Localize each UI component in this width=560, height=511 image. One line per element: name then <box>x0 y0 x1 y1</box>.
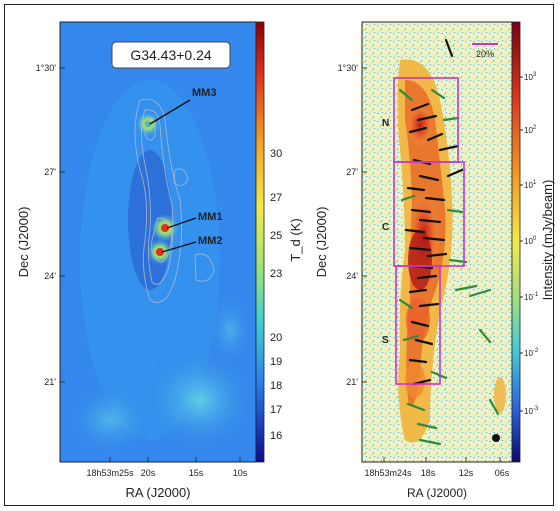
left-xtick-1: 20s <box>141 468 156 478</box>
intensity-colorbar-tick-3: 100 <box>524 236 537 246</box>
svg-text:27: 27 <box>270 192 282 204</box>
right-ytick-2: 24' <box>346 271 358 281</box>
intensity-colorbar-tick-6: 10-3 <box>524 406 539 416</box>
right-xtick-2: 12s <box>459 468 474 478</box>
left-ytick-2: 24' <box>44 271 56 281</box>
region-box-s <box>395 265 441 385</box>
region-label-c: C <box>382 222 389 233</box>
svg-text:20: 20 <box>270 332 282 344</box>
svg-text:25: 25 <box>270 230 282 242</box>
intensity-colorbar-tick-5: 10-2 <box>524 348 539 358</box>
left-contours <box>134 98 215 303</box>
left-ytick-0: 1°30' <box>36 63 57 73</box>
source-label-mm3: MM3 <box>192 87 216 99</box>
right-ytick-3: 21' <box>346 377 358 387</box>
svg-text:30: 30 <box>270 148 282 160</box>
panel-title: G34.43+0.24 <box>130 47 212 63</box>
left-temperature-map <box>60 22 260 462</box>
region-label-s: S <box>382 335 389 346</box>
left-x-axis-title: RA (J2000) <box>125 485 190 500</box>
left-x-ticks-marks <box>60 67 241 462</box>
intensity-colorbar-label: Intensity (mJy/beam) <box>540 180 555 301</box>
source-label-mm2: MM2 <box>198 235 222 247</box>
svg-text:18: 18 <box>270 380 282 392</box>
left-xtick-0: 18h53m25s <box>86 468 134 478</box>
region-boxes <box>393 77 465 385</box>
intensity-colorbar <box>511 21 521 463</box>
figure-frame <box>4 4 554 506</box>
left-ytick-1: 27' <box>44 167 56 177</box>
left-ytick-3: 21' <box>44 377 56 387</box>
intensity-colorbar-tick-1: 102 <box>524 125 537 135</box>
intensity-colorbar-tick-0: 103 <box>524 72 537 82</box>
left-xtick-3: 10s <box>233 468 248 478</box>
svg-text:17: 17 <box>270 404 282 416</box>
right-y-axis-title: Dec (J2000) <box>314 207 329 278</box>
right-xtick-3: 06s <box>495 468 510 478</box>
right-ytick-1: 27' <box>346 167 358 177</box>
source-annotations <box>149 99 197 253</box>
left-y-axis-title: Dec (J2000) <box>16 207 31 278</box>
right-x-axis-title: RA (J2000) <box>407 486 467 500</box>
right-intensity-map <box>362 22 512 462</box>
svg-text:16: 16 <box>270 430 282 442</box>
right-tick-marks <box>362 67 501 462</box>
svg-text:23: 23 <box>270 268 282 280</box>
temperature-colorbar-label: T_d (K) <box>288 218 303 261</box>
right-ytick-0: 1°30' <box>338 63 359 73</box>
region-label-n: N <box>382 118 389 129</box>
left-xtick-2: 15s <box>189 468 204 478</box>
temperature-colorbar <box>255 21 265 463</box>
intensity-colorbar-tick-2: 101 <box>524 180 537 190</box>
intensity-colorbar-tick-4: 10-1 <box>524 292 539 302</box>
right-xtick-1: 18s <box>421 468 436 478</box>
intensity-colorbar-ticks: 103 102 101 100 10-1 10-2 10-3 <box>520 72 539 416</box>
temperature-colorbar-ticks: 30 27 25 23 20 19 18 17 16 <box>270 148 282 442</box>
source-label-mm1: MM1 <box>198 211 222 223</box>
title-box <box>111 41 231 69</box>
scale-bar-label: 20% <box>476 49 494 59</box>
svg-text:19: 19 <box>270 356 282 368</box>
right-xtick-0: 18h53m24s <box>364 468 412 478</box>
